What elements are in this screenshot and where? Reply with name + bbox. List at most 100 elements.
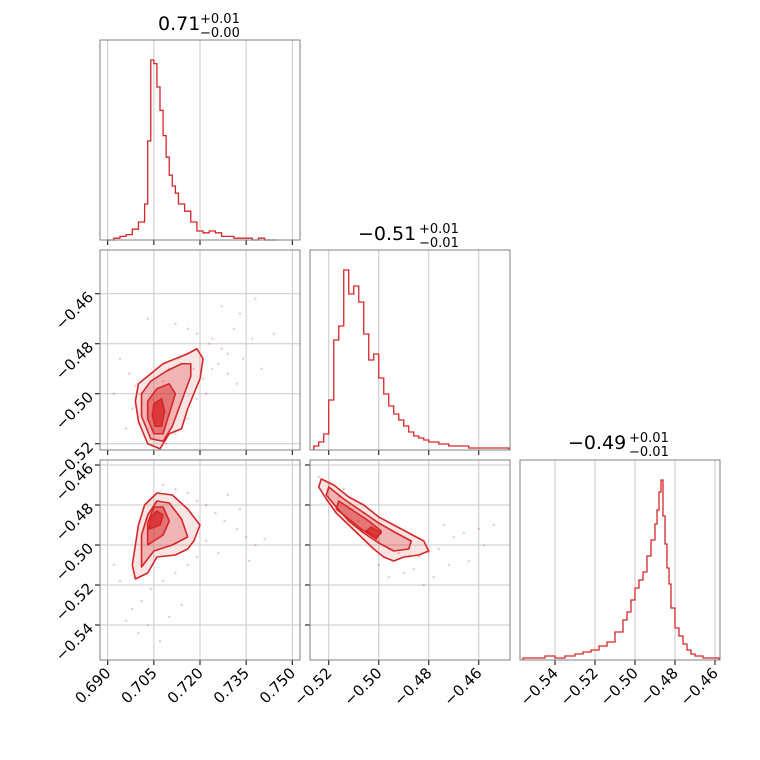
histogram-bar (599, 646, 607, 660)
scatter-point (140, 599, 143, 603)
histogram-bar (651, 540, 655, 660)
scatter-point (217, 362, 220, 365)
scatter-point (387, 575, 390, 579)
histogram-bar (329, 400, 334, 450)
scatter-point (146, 317, 149, 320)
scatter-point (235, 382, 239, 385)
panel-scatter-param-1-vs-2: −0.46−0.48−0.50−0.52 (52, 249, 301, 483)
histogram-bar (185, 211, 191, 240)
title-param-1: 0.71 (158, 13, 200, 35)
histogram-bar (364, 334, 369, 450)
scatter-point (186, 327, 189, 330)
histogram-bar (324, 434, 329, 450)
scatter-point (442, 523, 445, 527)
scatter-point (447, 563, 450, 567)
histogram-step-line (107, 59, 277, 241)
panel-frame (309, 249, 511, 451)
scatter-point (208, 342, 211, 345)
histogram-bar (191, 222, 197, 240)
scatter-point (226, 372, 229, 375)
scatter-point (112, 563, 116, 567)
y-tick-label: −0.46 (52, 288, 97, 333)
histogram-bar (655, 524, 657, 660)
histogram-bar (399, 420, 404, 450)
histogram-bar (414, 436, 419, 450)
scatter-point (492, 523, 495, 527)
scatter-point (137, 631, 140, 635)
scatter-point (118, 579, 122, 583)
histogram-bar (615, 632, 623, 660)
scatter-point (195, 397, 199, 400)
title-param-2-plus: +0.01 (419, 222, 459, 237)
scatter-point (168, 615, 171, 619)
panel-histogram-param-3: −0.54−0.52−0.50−0.48−0.46 (517, 459, 722, 709)
x-tick-label: −0.50 (597, 664, 642, 709)
density-contour (151, 397, 166, 428)
x-tick-label: 0.720 (164, 664, 207, 707)
histogram-bar (424, 440, 429, 450)
scatter-point (254, 297, 257, 300)
x-tick-label: −0.52 (290, 664, 335, 709)
histogram-bar (178, 204, 184, 240)
scatter-point (248, 559, 251, 563)
histogram-bar (389, 406, 394, 450)
scatter-point (357, 519, 360, 523)
x-tick-label: −0.50 (340, 664, 385, 709)
histogram-bar (215, 233, 221, 240)
scatter-point (174, 322, 177, 325)
title-param-1-plus: +0.01 (200, 12, 240, 27)
x-tick-label: −0.48 (637, 664, 682, 709)
title-param-3: −0.49 (568, 432, 626, 454)
histogram-bar (354, 286, 359, 450)
histogram-step-line (313, 269, 510, 450)
histogram-bar (126, 235, 132, 240)
scatter-point (223, 519, 226, 523)
scatter-point (158, 639, 162, 643)
scatter-point (260, 367, 263, 370)
scatter-point (124, 619, 128, 623)
scatter-point (174, 487, 177, 491)
panel-frame (99, 39, 301, 241)
scatter-point (195, 499, 199, 503)
x-tick-label: −0.46 (440, 664, 485, 709)
histogram-bar (379, 378, 384, 450)
scatter-point (412, 567, 415, 571)
scatter-point (226, 493, 229, 497)
panel-scatter-param-2-vs-3: −0.52 −0.50 −0.48 −0.46 (290, 459, 511, 709)
y-tick-label: −0.54 (52, 619, 97, 664)
scatter-point (235, 527, 239, 531)
scatter-point (397, 551, 400, 555)
panel-histogram-param-2 (309, 249, 511, 455)
histogram-bar (639, 580, 643, 660)
scatter-point (462, 531, 465, 535)
scatter-point (186, 417, 189, 420)
scatter-point (161, 380, 165, 383)
panel-frame (99, 249, 301, 451)
histogram-bar (643, 572, 647, 660)
histogram-bar (132, 229, 138, 240)
scatter-point (477, 527, 480, 531)
scatter-point (263, 537, 266, 541)
scatter-point (417, 555, 420, 559)
histogram-bar (657, 510, 659, 660)
histogram-bar (339, 326, 344, 450)
title-param-1-minus: −0.00 (200, 26, 240, 41)
scatter-point (244, 535, 248, 539)
y-tick-label: −0.48 (52, 499, 97, 544)
scatter-point (174, 432, 177, 435)
histogram-bar (384, 394, 389, 450)
scatter-point (467, 559, 470, 563)
histogram-bar (374, 354, 379, 450)
density-contour (134, 347, 204, 450)
scatter-point (204, 539, 208, 543)
x-tick-label: −0.54 (517, 664, 562, 709)
x-tick-label: 0.690 (71, 664, 114, 707)
y-tick-label: −0.50 (52, 388, 97, 433)
scatter-point (192, 367, 196, 370)
histogram-bar (394, 414, 399, 450)
scatter-point (112, 392, 116, 395)
scatter-point (238, 312, 242, 315)
histogram-bar (138, 222, 144, 240)
scatter-point (211, 337, 214, 340)
